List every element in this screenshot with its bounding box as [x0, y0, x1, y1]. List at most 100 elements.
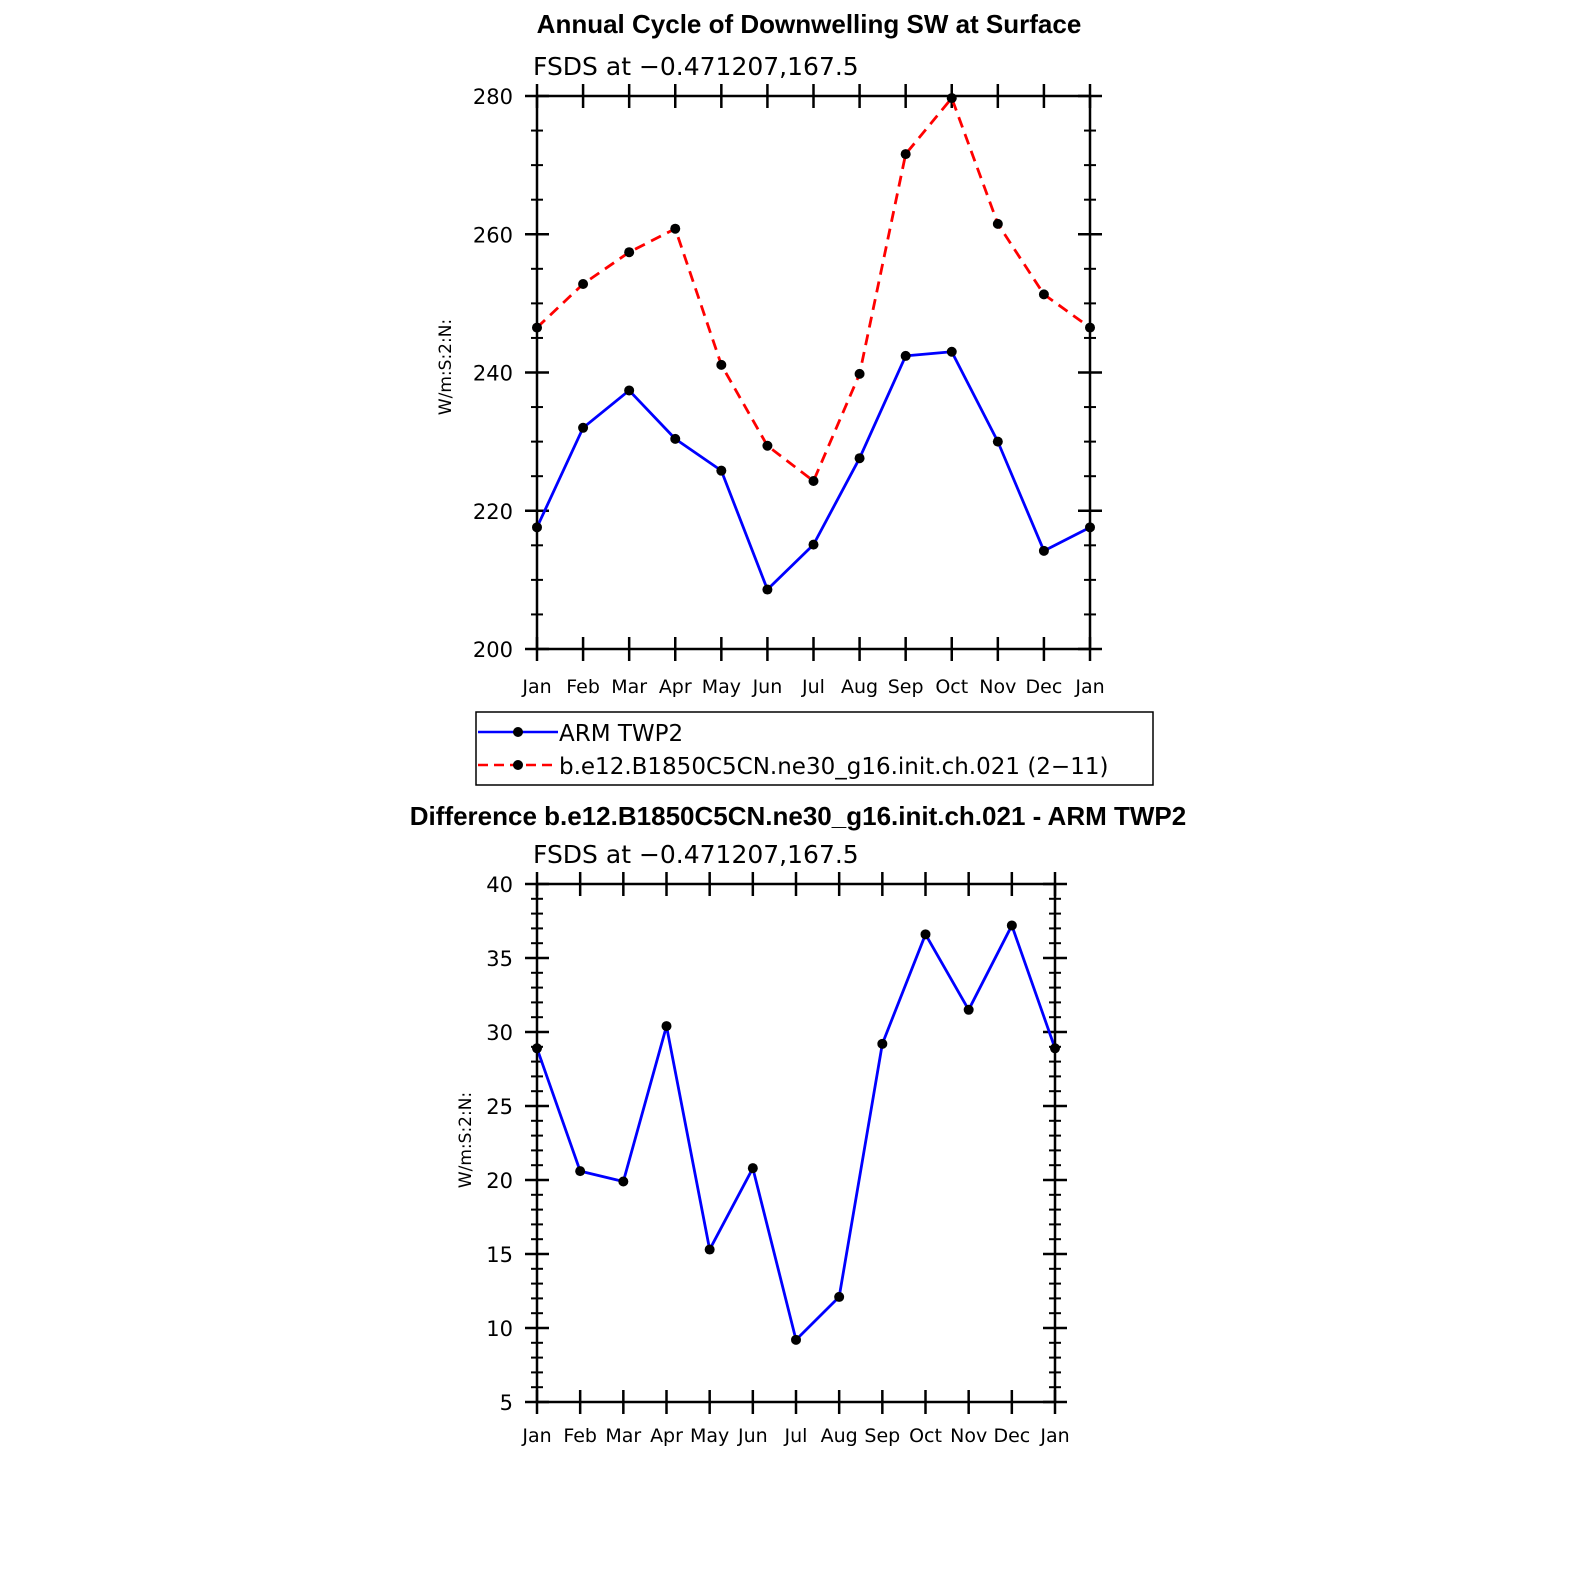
series-0-point	[747, 1163, 758, 1174]
series-0-point	[808, 539, 819, 550]
series-0-point	[762, 584, 773, 595]
x-tick-label: May	[690, 1425, 729, 1447]
x-tick-label: Jan	[521, 676, 551, 698]
x-tick-label: Aug	[841, 676, 878, 698]
x-tick-label: Dec	[993, 1425, 1030, 1447]
x-tick-label: May	[702, 676, 741, 698]
chart2-x-tick-labels: Jan Feb Mar Apr May Jun Jul Aug Sep Oct Nov Dec Jan	[521, 1425, 1069, 1447]
x-tick-label: Oct	[935, 676, 968, 698]
series-0-point	[704, 1244, 715, 1255]
y-tick-label: 280	[473, 85, 513, 109]
chart1-plot-frame	[535, 94, 1092, 651]
x-tick-label: Aug	[821, 1425, 858, 1447]
x-tick-label: Dec	[1026, 676, 1063, 698]
series-1-point	[670, 223, 681, 234]
series-1-point	[1038, 289, 1049, 300]
series-0-point	[900, 350, 911, 361]
series-1-point	[992, 218, 1003, 229]
chart2-subtitle: FSDS at −0.471207,167.5	[533, 840, 859, 869]
series-line-0	[535, 924, 1057, 1342]
chart2-title: Difference b.e12.B1850C5CN.ne30_g16.init…	[410, 801, 1186, 831]
series-0-point	[618, 1176, 629, 1187]
x-tick-label: Oct	[909, 1425, 942, 1447]
x-tick-label: Mar	[605, 1425, 641, 1447]
chart1-y-tick-labels: 200 220 240 260 280	[473, 85, 513, 662]
chart2-y-axis-label: W/m:S:2:N:	[456, 1092, 476, 1188]
y-tick-label: 10	[486, 1317, 513, 1341]
x-tick-label: Jan	[521, 1425, 551, 1447]
x-tick-label: Jun	[752, 676, 783, 698]
x-tick-label: Sep	[888, 676, 924, 698]
series-1-point	[578, 279, 589, 290]
series-0-point	[624, 385, 635, 396]
series-0-point	[920, 929, 931, 940]
legend-label-arm: ARM TWP2	[559, 721, 683, 747]
legend-box	[475, 711, 1154, 786]
y-tick-label: 20	[486, 1169, 513, 1193]
chart2-plot-frame	[535, 882, 1057, 1404]
y-tick-label: 260	[473, 223, 513, 247]
series-0-point	[791, 1334, 801, 1345]
chart1-x-tick-labels: Jan Feb Mar Apr May Jun Jul Aug Sep Oct Nov Dec Jan	[521, 676, 1104, 698]
x-tick-label: Feb	[566, 676, 600, 698]
series-0-point	[578, 422, 589, 433]
series-0-point	[670, 433, 681, 444]
chart2-series	[532, 920, 1060, 1345]
series-1-point	[808, 476, 819, 487]
chart1-subtitle: FSDS at −0.471207,167.5	[533, 52, 859, 81]
x-tick-label: Jan	[1039, 1425, 1069, 1447]
y-tick-label: 15	[486, 1243, 513, 1267]
x-tick-label: Apr	[659, 676, 692, 698]
y-tick-label: 35	[486, 947, 513, 971]
annual-cycle-chart: Annual Cycle of Downwelling SW at Surfac…	[436, 9, 1105, 698]
series-1-point	[900, 149, 911, 160]
x-tick-label: Feb	[563, 1425, 597, 1447]
series-line-1	[536, 96, 1091, 483]
series-0-point	[575, 1166, 586, 1177]
series-0-point	[854, 453, 865, 464]
x-tick-label: Jun	[737, 1425, 768, 1447]
x-tick-label: Apr	[650, 1425, 683, 1447]
series-0-point	[661, 1021, 672, 1032]
y-tick-label: 30	[486, 1021, 513, 1045]
x-tick-label: Sep	[864, 1425, 900, 1447]
y-tick-label: 220	[473, 500, 513, 524]
chart1-series	[532, 93, 1095, 595]
x-tick-label: Mar	[611, 676, 647, 698]
y-tick-label: 240	[473, 362, 513, 386]
series-0-point	[946, 346, 957, 357]
series-0-point	[992, 436, 1003, 447]
x-tick-label: Jan	[1074, 676, 1104, 698]
x-tick-label: Nov	[950, 1425, 987, 1447]
series-0-point	[1038, 545, 1049, 556]
chart1-y-axis-label: W/m:S:2:N:	[436, 319, 456, 415]
y-tick-label: 25	[486, 1095, 513, 1119]
legend: ARM TWP2 b.e12.B1850C5CN.ne30_g16.init.c…	[475, 711, 1154, 786]
series-0-point	[834, 1291, 845, 1302]
series-1-point	[854, 368, 865, 379]
series-1-point	[716, 359, 727, 370]
legend-label-model: b.e12.B1850C5CN.ne30_g16.init.ch.021 (2−…	[559, 754, 1108, 780]
y-tick-label: 40	[486, 873, 513, 897]
chart1-title: Annual Cycle of Downwelling SW at Surfac…	[537, 9, 1082, 39]
series-0-point	[963, 1004, 974, 1015]
series-0-point	[716, 465, 727, 476]
series-line-0	[535, 350, 1091, 591]
x-tick-label: Nov	[979, 676, 1016, 698]
series-1-point	[624, 247, 635, 258]
y-tick-label: 200	[473, 638, 513, 662]
chart2-y-tick-labels: 5 10 15 20 25 30 35 40	[486, 873, 513, 1415]
series-1-point	[946, 93, 957, 104]
legend-marker-model	[513, 760, 523, 770]
series-0-point	[877, 1038, 888, 1049]
chart2-ticks	[525, 872, 1067, 1414]
series-0-point	[1006, 920, 1017, 931]
difference-chart: Difference b.e12.B1850C5CN.ne30_g16.init…	[410, 801, 1186, 1447]
x-tick-label: Jul	[801, 676, 825, 698]
series-1-point	[762, 440, 773, 451]
legend-marker-arm	[513, 727, 523, 737]
y-tick-label: 5	[500, 1391, 513, 1415]
x-tick-label: Jul	[784, 1425, 808, 1447]
chart1-ticks	[525, 84, 1102, 661]
